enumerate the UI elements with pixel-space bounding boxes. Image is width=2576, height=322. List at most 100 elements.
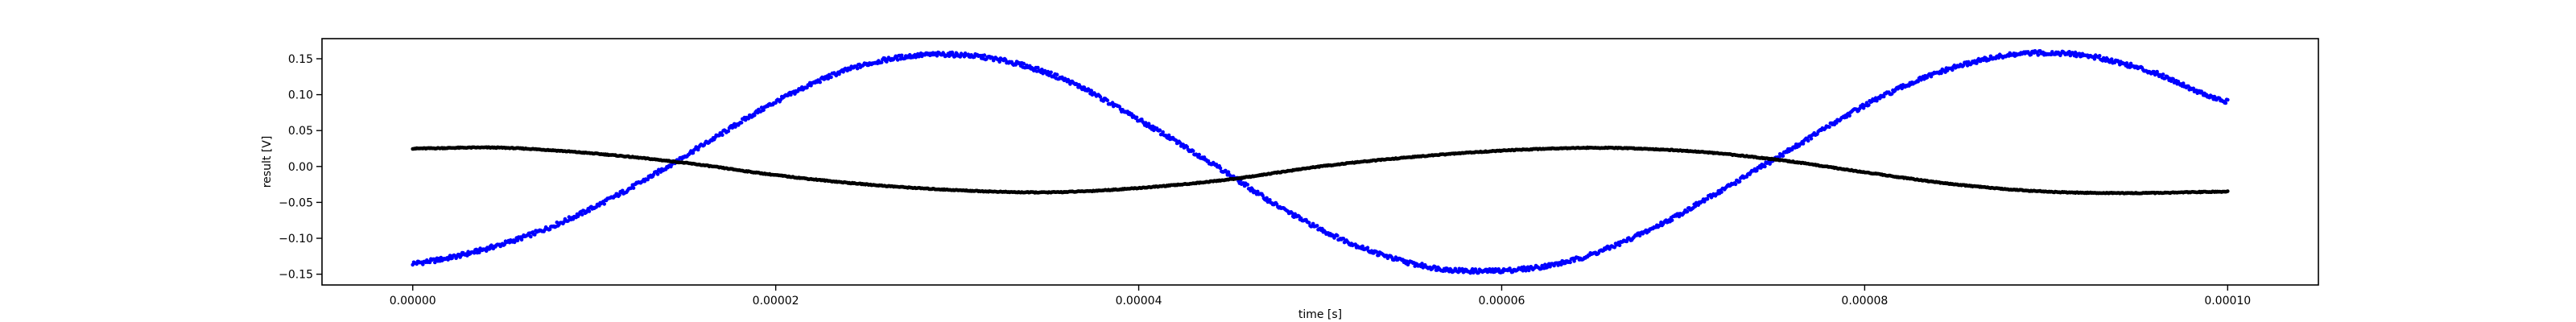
data-point: [1733, 182, 1738, 187]
data-point: [580, 213, 584, 217]
data-point: [587, 209, 592, 213]
data-point: [1374, 250, 1379, 254]
data-point: [1768, 162, 1772, 166]
data-point: [1307, 221, 1311, 225]
data-point: [472, 250, 477, 255]
data-point: [1559, 262, 1563, 267]
data-point: [1218, 166, 1223, 171]
series-0: [411, 49, 2230, 275]
data-point: [1929, 74, 1934, 79]
data-point: [691, 151, 696, 155]
data-point: [1089, 89, 1093, 93]
data-point: [1670, 218, 1674, 222]
data-point: [818, 80, 822, 85]
data-point: [1755, 168, 1759, 173]
data-point: [2029, 52, 2033, 57]
data-point: [1105, 98, 1109, 102]
x-axis: 0.00000 0.00002 0.00004 0.00006 0.00008 0.000…: [390, 285, 2251, 308]
data-point: [1939, 71, 1943, 76]
data-point: [519, 237, 524, 242]
data-point: [655, 172, 660, 176]
data-point: [1055, 72, 1059, 76]
data-point: [1612, 246, 1616, 250]
data-point: [2226, 189, 2230, 193]
data-point: [2109, 57, 2114, 61]
data-point: [1036, 65, 1040, 70]
data-point: [895, 58, 900, 62]
x-tick-label: 0.00006: [1479, 295, 1525, 308]
data-point: [1460, 266, 1464, 271]
data-point: [1420, 262, 1424, 266]
x-tick-label: 0.00002: [753, 295, 799, 308]
data-point: [1226, 170, 1231, 174]
data-point: [1335, 233, 1340, 238]
data-point: [1827, 125, 1831, 130]
data-point: [646, 177, 650, 182]
data-point: [1158, 128, 1162, 132]
data-point: [1737, 180, 1742, 184]
data-point: [753, 114, 757, 118]
x-tick-label: 0.00010: [2204, 295, 2251, 308]
data-point: [1098, 95, 1103, 99]
data-point: [1951, 68, 1955, 72]
data-point: [829, 75, 833, 80]
data-point: [1685, 209, 1690, 214]
x-tick-label: 0.00000: [390, 295, 436, 308]
y-tick-label: −0.15: [279, 269, 313, 282]
series-1: [411, 145, 2230, 196]
data-point: [2161, 72, 2165, 76]
data-point: [1624, 239, 1629, 244]
plot-area: [321, 38, 2319, 286]
data-point: [1496, 267, 1501, 271]
data-point: [879, 60, 884, 64]
data-point: [1719, 190, 1724, 194]
data-point: [759, 105, 764, 109]
x-axis-label: time [s]: [1298, 308, 1342, 321]
data-point: [631, 186, 636, 190]
data-point: [533, 233, 537, 237]
data-point: [1900, 86, 1904, 91]
y-tick-label: 0.15: [288, 53, 313, 66]
data-point: [1311, 221, 1315, 226]
data-point: [1146, 122, 1151, 126]
data-point: [1881, 94, 1886, 99]
data-point: [1490, 267, 1495, 271]
axes-frame: [321, 38, 2319, 286]
data-point: [935, 54, 939, 58]
data-point: [1763, 164, 1767, 169]
data-point: [1835, 121, 1839, 125]
data-point: [1166, 133, 1171, 138]
data-point: [1548, 265, 1552, 269]
data-point: [1365, 246, 1370, 250]
data-point: [1245, 183, 1250, 187]
data-point: [1524, 269, 1528, 273]
data-point: [1916, 80, 1920, 84]
data-point: [2226, 97, 2230, 102]
data-point: [1693, 204, 1698, 208]
data-point: [1975, 61, 1979, 65]
data-point: [1161, 130, 1165, 134]
data-point: [1705, 196, 1710, 201]
x-tick-label: 0.00008: [1841, 295, 1888, 308]
data-point: [1801, 142, 1806, 146]
y-tick-label: 0.00: [288, 161, 313, 174]
data-point: [529, 234, 533, 239]
y-tick-label: 0.10: [288, 89, 313, 102]
data-point: [489, 243, 493, 248]
data-point: [2097, 54, 2102, 58]
data-point: [1013, 63, 1018, 67]
y-tick-label: −0.10: [279, 233, 313, 246]
data-point: [1806, 138, 1810, 143]
data-point: [739, 121, 744, 125]
data-point: [2036, 53, 2041, 57]
data-point: [1809, 137, 1814, 141]
data-point: [1315, 224, 1319, 228]
data-point: [1181, 142, 1185, 147]
data-point: [762, 108, 766, 112]
data-point: [1781, 154, 1785, 158]
y-tick-label: 0.05: [288, 125, 313, 138]
data-point: [1617, 243, 1622, 248]
data-point: [1049, 70, 1053, 75]
data-point: [1433, 265, 1438, 269]
